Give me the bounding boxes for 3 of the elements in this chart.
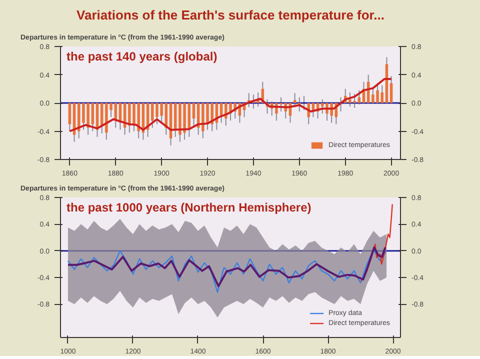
chart-title: Variations of the Earth's surface temperature for...: [76, 8, 384, 22]
chart-subtitle: the past 140 years (global): [66, 50, 218, 64]
chart-subtitle: the past 1000 years (Northern Hemisphere): [66, 200, 312, 214]
